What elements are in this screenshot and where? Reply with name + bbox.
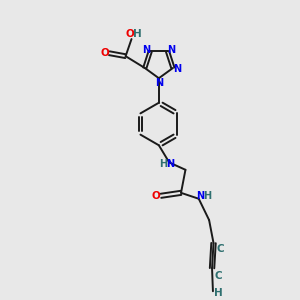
Text: N: N <box>173 64 181 74</box>
Text: H: H <box>204 191 212 201</box>
Text: N: N <box>142 45 150 55</box>
Text: N: N <box>167 159 175 169</box>
Text: H: H <box>214 288 223 298</box>
Text: C: C <box>215 271 222 281</box>
Text: O: O <box>100 48 109 58</box>
Text: H: H <box>133 29 142 39</box>
Text: O: O <box>151 191 160 201</box>
Text: H: H <box>159 159 167 169</box>
Text: C: C <box>216 244 224 254</box>
Text: N: N <box>155 78 163 88</box>
Text: N: N <box>196 191 204 201</box>
Text: N: N <box>167 45 175 55</box>
Text: O: O <box>126 29 134 39</box>
